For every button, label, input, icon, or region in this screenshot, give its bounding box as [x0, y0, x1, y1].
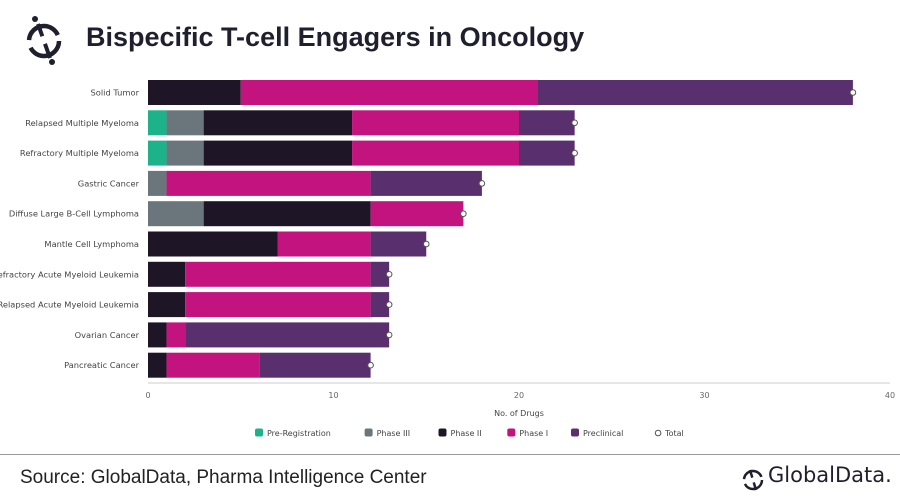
category-label: Solid Tumor [91, 88, 140, 98]
bar-segment-pre-registration [148, 110, 167, 136]
total-marker [571, 119, 578, 127]
category-label: Diffuse Large B-Cell Lymphoma [9, 209, 139, 219]
total-marker [422, 240, 430, 248]
x-tick-label: 30 [699, 391, 709, 400]
category-label: Relapsed Acute Myeloid Leukemia [0, 300, 139, 310]
bar-segment-phase-ii [203, 201, 371, 227]
bar-segment-phase-i [166, 170, 371, 196]
bar-segment-phase-i [277, 231, 371, 257]
bar-segment-phase-i [166, 352, 260, 378]
legend-label: Phase III [377, 429, 411, 438]
total-marker [385, 271, 393, 278]
category-label: Gastric Cancer [78, 178, 140, 188]
total-marker [385, 301, 393, 308]
category-label: Refractory Acute Myeloid Leukemia [0, 269, 139, 279]
legend-swatch [438, 428, 447, 437]
legend-swatch [507, 428, 516, 437]
legend-swatch [571, 428, 579, 437]
bar-segment-phase-ii [148, 322, 167, 348]
bar-segment-phase-iii [166, 140, 204, 166]
total-marker [478, 180, 486, 187]
bar-segment-preclinical [370, 261, 390, 287]
x-tick-label: 40 [885, 391, 895, 400]
bar-segment-phase-ii [148, 261, 186, 287]
bar-segment-phase-ii [148, 352, 167, 378]
bar-segment-phase-i [240, 80, 538, 105]
page-title: Bispecific T-cell Engagers in Oncology [86, 22, 585, 52]
bar-segment-phase-ii [203, 110, 353, 136]
bar-segment-preclinical [519, 110, 575, 136]
bar-segment-phase-i [185, 292, 371, 318]
total-marker [849, 89, 857, 96]
category-label: Ovarian Cancer [75, 330, 140, 340]
bar-segment-phase-iii [166, 110, 204, 136]
bar-segment-phase-i [166, 322, 186, 348]
bar-segment-phase-i [185, 261, 371, 287]
x-tick-label: 10 [328, 391, 338, 400]
category-label: Pancreatic Cancer [64, 360, 140, 370]
source-note: Source: GlobalData, Pharma Intelligence … [20, 467, 427, 488]
bar-segment-preclinical [185, 322, 390, 348]
total-marker [460, 210, 467, 217]
brand-logo-icon [742, 469, 764, 491]
bar-segment-preclinical [537, 80, 853, 105]
logo-icon [26, 16, 62, 65]
bar-segment-preclinical [370, 292, 390, 318]
bar-segment-preclinical [519, 140, 575, 166]
total-marker [385, 331, 393, 339]
category-label: Mantle Cell Lymphoma [44, 239, 139, 249]
bar-segment-phase-ii [148, 231, 278, 257]
legend-label: Phase I [519, 429, 548, 438]
footer-divider [0, 454, 900, 455]
bar-segment-phase-iii [148, 201, 204, 227]
legend-swatch [255, 428, 263, 437]
category-label: Refractory Multiple Myeloma [20, 148, 139, 158]
brand-name: GlobalData. [768, 463, 892, 487]
bar-segment-phase-i [352, 140, 519, 166]
bar-segment-phase-ii [148, 80, 241, 105]
total-marker [571, 149, 578, 157]
bar-segment-preclinical [259, 352, 371, 378]
category-label: Relapsed Multiple Myeloma [25, 118, 139, 128]
x-axis-title: No. of Drugs [494, 409, 544, 418]
bar-segment-preclinical [370, 231, 427, 257]
bar-segment-preclinical [370, 170, 482, 196]
stacked-bar-chart: Solid Tumor Relapsed Multiple Myeloma Refr… [0, 80, 895, 438]
legend-label: Pre-Registration [267, 429, 331, 438]
legend-swatch [364, 428, 373, 437]
bar-segment-phase-iii [148, 170, 167, 196]
bar-segment-phase-ii [148, 292, 186, 318]
bar-segment-phase-ii [203, 140, 353, 166]
x-tick-label: 20 [514, 391, 524, 400]
legend-label: Preclinical [583, 429, 623, 438]
bar-segment-phase-i [352, 110, 519, 136]
legend-total-marker [654, 429, 662, 437]
bar-segment-pre-registration [148, 140, 167, 166]
legend-label: Total [664, 429, 684, 438]
total-marker [367, 361, 374, 369]
bar-segment-phase-i [370, 201, 464, 227]
legend-label: Phase II [451, 429, 482, 438]
x-tick-label: 0 [145, 391, 150, 400]
